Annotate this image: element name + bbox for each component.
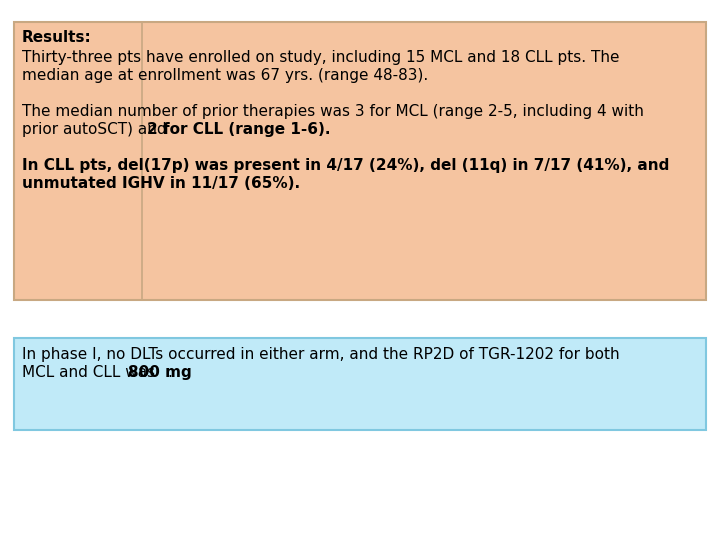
Text: 2 for CLL (range 1-6).: 2 for CLL (range 1-6).	[148, 122, 331, 137]
Text: The median number of prior therapies was 3 for MCL (range 2-5, including 4 with: The median number of prior therapies was…	[22, 104, 644, 119]
FancyBboxPatch shape	[14, 338, 706, 430]
Text: median age at enrollment was 67 yrs. (range 48-83).: median age at enrollment was 67 yrs. (ra…	[22, 68, 428, 83]
FancyBboxPatch shape	[14, 22, 706, 300]
Text: prior autoSCT) and: prior autoSCT) and	[22, 122, 171, 137]
Text: MCL and CLL was: MCL and CLL was	[22, 365, 160, 380]
Text: .: .	[167, 365, 172, 380]
Text: 800 mg: 800 mg	[127, 365, 192, 380]
Text: Thirty-three pts have enrolled on study, including 15 MCL and 18 CLL pts. The: Thirty-three pts have enrolled on study,…	[22, 50, 619, 65]
Text: unmutated IGHV in 11/17 (65%).: unmutated IGHV in 11/17 (65%).	[22, 176, 300, 191]
Text: Results:: Results:	[22, 30, 91, 45]
Text: In CLL pts, del(17p) was present in 4/17 (24%), del (11q) in 7/17 (41%), and: In CLL pts, del(17p) was present in 4/17…	[22, 158, 670, 173]
Text: In phase I, no DLTs occurred in either arm, and the RP2D of TGR-1202 for both: In phase I, no DLTs occurred in either a…	[22, 347, 620, 362]
